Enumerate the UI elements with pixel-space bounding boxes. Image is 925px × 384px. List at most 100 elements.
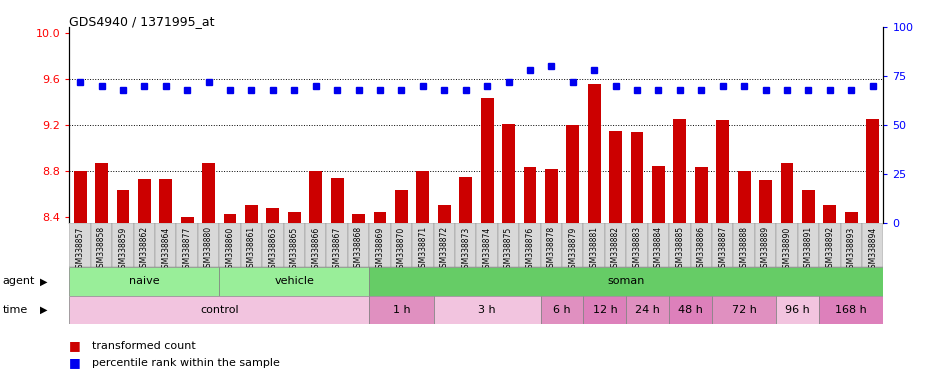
Text: ▶: ▶	[40, 276, 47, 286]
Bar	[797, 223, 820, 267]
Bar	[266, 208, 279, 223]
Bar	[224, 214, 237, 223]
Bar	[112, 223, 133, 267]
Bar	[138, 179, 151, 223]
Bar	[327, 223, 348, 267]
Text: ■: ■	[69, 356, 81, 369]
Text: GSM338881: GSM338881	[590, 226, 598, 272]
Text: GSM338865: GSM338865	[290, 226, 299, 273]
Bar	[240, 223, 262, 267]
Bar	[691, 223, 712, 267]
Bar	[669, 296, 712, 324]
Bar	[180, 217, 193, 223]
Text: GSM338859: GSM338859	[118, 226, 128, 273]
Bar	[133, 223, 155, 267]
Bar	[841, 223, 862, 267]
Bar	[369, 223, 390, 267]
Text: GSM338866: GSM338866	[311, 226, 320, 273]
Text: transformed count: transformed count	[92, 341, 196, 351]
Bar	[823, 205, 836, 223]
Text: 24 h: 24 h	[635, 305, 660, 315]
Bar	[203, 163, 215, 223]
Text: ▶: ▶	[40, 305, 47, 315]
Bar	[309, 171, 322, 223]
Bar	[284, 223, 305, 267]
Bar	[734, 223, 755, 267]
Text: GSM338874: GSM338874	[483, 226, 491, 273]
Text: time: time	[3, 305, 28, 315]
Bar	[177, 223, 198, 267]
Text: GSM338875: GSM338875	[504, 226, 513, 273]
Bar	[395, 190, 408, 223]
Text: 48 h: 48 h	[678, 305, 703, 315]
Bar	[476, 223, 498, 267]
Text: GSM338877: GSM338877	[183, 226, 191, 273]
Bar	[820, 296, 883, 324]
Bar	[352, 214, 365, 223]
Text: GSM338869: GSM338869	[376, 226, 385, 273]
Bar	[695, 167, 708, 223]
Text: GDS4940 / 1371995_at: GDS4940 / 1371995_at	[69, 15, 215, 28]
Bar	[374, 212, 387, 223]
Bar	[305, 223, 327, 267]
Bar	[781, 163, 794, 223]
Bar	[776, 223, 797, 267]
Bar	[413, 223, 434, 267]
Text: naive: naive	[129, 276, 160, 286]
Text: GSM338861: GSM338861	[247, 226, 256, 272]
Text: GSM338886: GSM338886	[697, 226, 706, 272]
Bar	[95, 163, 108, 223]
Text: GSM338858: GSM338858	[97, 226, 106, 272]
Text: GSM338863: GSM338863	[268, 226, 278, 273]
Bar	[219, 267, 369, 296]
Bar	[648, 223, 669, 267]
Text: 12 h: 12 h	[593, 305, 617, 315]
Bar	[652, 166, 665, 223]
Text: agent: agent	[3, 276, 35, 286]
Bar	[434, 223, 455, 267]
Text: GSM338860: GSM338860	[226, 226, 235, 273]
Text: soman: soman	[608, 276, 645, 286]
Bar	[459, 177, 472, 223]
Text: GSM338864: GSM338864	[161, 226, 170, 273]
Text: GSM338873: GSM338873	[462, 226, 470, 273]
Text: GSM338870: GSM338870	[397, 226, 406, 273]
Text: GSM338884: GSM338884	[654, 226, 663, 272]
Bar	[862, 223, 883, 267]
Text: 6 h: 6 h	[553, 305, 571, 315]
Bar	[69, 223, 91, 267]
Bar	[566, 125, 579, 223]
Text: GSM338871: GSM338871	[418, 226, 427, 272]
Bar	[69, 267, 219, 296]
Text: GSM338890: GSM338890	[783, 226, 792, 273]
Text: 72 h: 72 h	[732, 305, 757, 315]
Bar	[348, 223, 369, 267]
Bar	[584, 296, 626, 324]
Bar	[716, 120, 729, 223]
Bar	[776, 296, 820, 324]
Text: GSM338872: GSM338872	[439, 226, 449, 272]
Bar	[434, 296, 540, 324]
Bar	[545, 169, 558, 223]
Bar	[288, 212, 301, 223]
Text: 1 h: 1 h	[392, 305, 410, 315]
Bar	[331, 178, 343, 223]
Bar	[416, 171, 429, 223]
Bar	[262, 223, 284, 267]
Bar	[438, 205, 450, 223]
Text: GSM338892: GSM338892	[825, 226, 834, 272]
Bar	[584, 223, 605, 267]
Bar	[481, 98, 494, 223]
Bar	[631, 132, 644, 223]
Text: GSM338885: GSM338885	[675, 226, 684, 272]
Bar	[502, 124, 515, 223]
Bar	[369, 267, 883, 296]
Bar	[866, 119, 879, 223]
Text: ■: ■	[69, 339, 81, 352]
Text: GSM338883: GSM338883	[633, 226, 642, 272]
Bar	[755, 223, 776, 267]
Text: GSM338880: GSM338880	[204, 226, 213, 272]
Bar	[587, 84, 600, 223]
Bar	[498, 223, 519, 267]
Bar	[605, 223, 626, 267]
